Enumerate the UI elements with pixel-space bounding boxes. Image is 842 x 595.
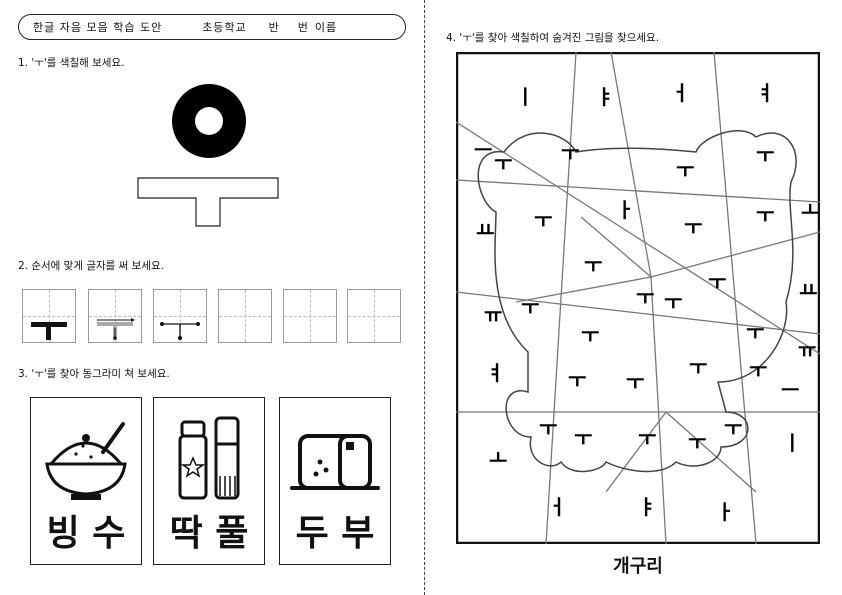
- puzzle-letter[interactable]: ㅜ: [684, 215, 702, 239]
- puzzle-letter[interactable]: ㅜ: [626, 370, 644, 394]
- puzzle-letter[interactable]: ㅜ: [581, 323, 599, 347]
- word-ttakpul: 딱 풀: [169, 513, 249, 554]
- puzzle-letter[interactable]: ㅜ: [688, 430, 706, 454]
- puzzle-letter[interactable]: ㅛ: [476, 218, 494, 242]
- question-3: 3. 'ㅜ'를 찾아 동그라미 쳐 보세요.: [18, 368, 170, 380]
- word-card-bingsu[interactable]: 빙 수: [30, 397, 142, 565]
- header-title: 한글 자음 모음 학습 도안: [33, 21, 163, 34]
- puzzle-letter[interactable]: ㅜ: [689, 355, 707, 379]
- puzzle-letter[interactable]: ㅡ: [474, 138, 492, 162]
- word-card-dubu[interactable]: 두 부: [279, 397, 391, 565]
- puzzle-letter[interactable]: ㅜ: [746, 320, 764, 344]
- puzzle-letter[interactable]: ㅜ: [539, 416, 557, 440]
- shaved-ice-icon: [45, 422, 127, 500]
- puzzle-letter[interactable]: ㅜ: [676, 158, 694, 182]
- puzzle-letter[interactable]: ㅕ: [756, 81, 774, 105]
- puzzle-answer: 개구리: [613, 556, 663, 577]
- page-divider: [424, 0, 425, 595]
- glue-stick-icon: [178, 416, 240, 500]
- puzzle-letter[interactable]: ㅑ: [638, 495, 656, 519]
- stroke-box-3: [153, 289, 207, 343]
- puzzle-letter[interactable]: ㅜ: [708, 270, 726, 294]
- puzzle-letter[interactable]: ㅜ: [584, 253, 602, 277]
- vowel-u-outline: [137, 177, 279, 227]
- puzzle-letter[interactable]: ㅣ: [783, 431, 801, 455]
- stroke-box-1: [22, 289, 76, 343]
- puzzle-letter[interactable]: ㅑ: [596, 85, 614, 109]
- header-class: 반: [268, 21, 280, 34]
- puzzle-letter[interactable]: ㅜ: [636, 285, 654, 309]
- puzzle-letter[interactable]: ㅛ: [799, 278, 817, 302]
- puzzle-letter[interactable]: ㅜ: [756, 143, 774, 167]
- puzzle-letter[interactable]: ㅜ: [534, 208, 552, 232]
- header-number: 번: [297, 21, 309, 34]
- practice-box-2[interactable]: [283, 289, 337, 343]
- puzzle-letter[interactable]: ㅠ: [484, 303, 502, 327]
- puzzle-frame: [456, 52, 820, 544]
- puzzle-letter[interactable]: ㅜ: [561, 141, 579, 165]
- puzzle-letter[interactable]: ㅜ: [724, 416, 742, 440]
- puzzle-letter[interactable]: ㅜ: [568, 368, 586, 392]
- puzzle-letter[interactable]: ㅡ: [781, 378, 799, 402]
- puzzle-letter[interactable]: ㅠ: [798, 338, 816, 362]
- tofu-icon: [290, 434, 380, 490]
- puzzle-letter[interactable]: ㅜ: [574, 426, 592, 450]
- puzzle-letter[interactable]: ㅜ: [521, 295, 539, 319]
- question-1: 1. 'ㅜ'를 색칠해 보세요.: [18, 57, 125, 69]
- practice-box-3[interactable]: [347, 289, 401, 343]
- header-school: 초등학교: [202, 21, 247, 34]
- puzzle-letter[interactable]: ㅓ: [671, 81, 689, 105]
- puzzle-letter[interactable]: ㅣ: [516, 85, 534, 109]
- practice-box-1[interactable]: [218, 289, 272, 343]
- puzzle-region-lines: [456, 52, 820, 544]
- word-dubu: 두 부: [295, 513, 375, 554]
- puzzle-letter[interactable]: ㅜ: [756, 203, 774, 227]
- puzzle-letter[interactable]: ㅏ: [616, 198, 634, 222]
- puzzle-letter[interactable]: ㅗ: [489, 446, 507, 470]
- puzzle-letter[interactable]: ㅜ: [638, 426, 656, 450]
- question-2: 2. 순서에 맞게 글자를 써 보세요.: [18, 260, 164, 272]
- word-card-ttakpul[interactable]: 딱 풀: [153, 397, 265, 565]
- header-name: 이름: [314, 21, 338, 34]
- frog-outline: [477, 130, 797, 473]
- stroke-box-2: [88, 289, 142, 343]
- word-bingsu: 빙 수: [46, 513, 126, 554]
- puzzle-letter[interactable]: ㅓ: [548, 495, 566, 519]
- puzzle-letter[interactable]: ㅜ: [664, 290, 682, 314]
- worksheet-header: 한글 자음 모음 학습 도안 초등학교 반 번 이름: [18, 14, 406, 40]
- puzzle-letter[interactable]: ㅏ: [716, 500, 734, 524]
- puzzle-letter[interactable]: ㅜ: [749, 358, 767, 382]
- puzzle-letter[interactable]: ㅗ: [801, 198, 819, 222]
- puzzle-letter[interactable]: ㅕ: [486, 361, 504, 385]
- puzzle-letter[interactable]: ㅜ: [494, 151, 512, 175]
- question-4: 4. 'ㅜ'를 찾아 색칠하여 숨겨진 그림을 찾으세요.: [446, 32, 660, 44]
- vowel-u-shape[interactable]: [130, 78, 300, 233]
